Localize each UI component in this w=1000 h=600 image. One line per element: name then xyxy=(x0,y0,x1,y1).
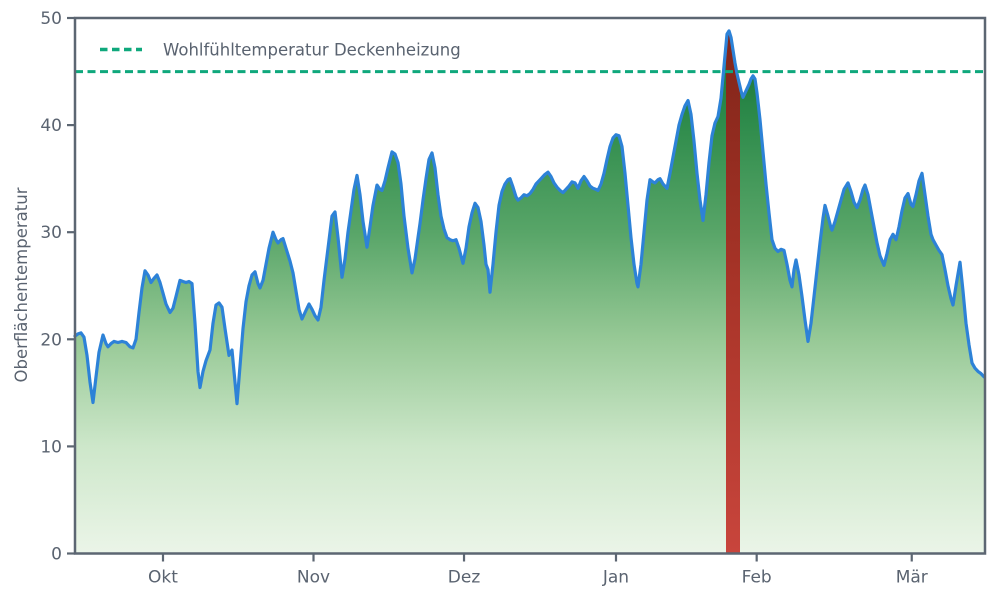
temperature-area xyxy=(75,30,984,554)
y-tick-label: 30 xyxy=(40,223,62,243)
y-tick-label: 20 xyxy=(40,330,62,350)
legend-label: Wohlfühltemperatur Deckenheizung xyxy=(163,41,461,60)
x-tick-label: Nov xyxy=(297,568,330,588)
y-tick-label: 0 xyxy=(51,545,62,565)
overheat-band xyxy=(726,30,740,554)
y-tick-label: 40 xyxy=(40,116,62,136)
x-tick-label: Mär xyxy=(896,568,928,588)
x-tick-label: Dez xyxy=(448,568,481,588)
y-tick-label: 50 xyxy=(40,9,62,29)
y-tick-label: 10 xyxy=(40,437,62,457)
plot-frame xyxy=(73,16,987,555)
y-axis-label: Oberflächentemperatur xyxy=(12,187,31,382)
x-tick-label: Jan xyxy=(602,568,629,588)
x-tick-label: Okt xyxy=(148,568,178,588)
legend: Wohlfühltemperatur Deckenheizung xyxy=(100,41,461,60)
x-tick-label: Feb xyxy=(742,568,772,588)
x-axis-ticks: Okt Nov Dez Jan Feb Mär xyxy=(148,553,928,588)
y-axis-ticks: 0 10 20 30 40 50 xyxy=(40,9,75,565)
temperature-line xyxy=(73,29,986,406)
